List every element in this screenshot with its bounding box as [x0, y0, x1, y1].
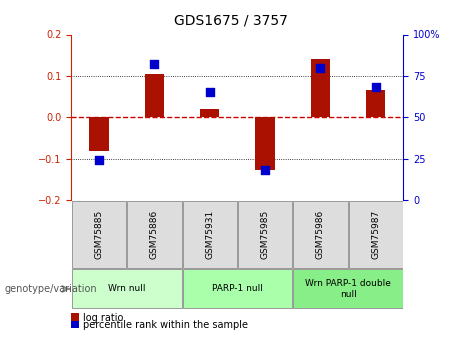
Text: Wrn null: Wrn null — [108, 284, 146, 294]
FancyBboxPatch shape — [349, 201, 403, 268]
FancyBboxPatch shape — [183, 201, 237, 268]
Text: GSM75885: GSM75885 — [95, 210, 104, 259]
FancyBboxPatch shape — [183, 269, 292, 308]
FancyBboxPatch shape — [293, 201, 348, 268]
Text: GSM75886: GSM75886 — [150, 210, 159, 259]
Point — [372, 85, 379, 90]
FancyBboxPatch shape — [72, 269, 182, 308]
Bar — [200, 109, 219, 117]
Point — [206, 90, 213, 95]
Text: Wrn PARP-1 double
null: Wrn PARP-1 double null — [305, 279, 391, 299]
Text: genotype/variation: genotype/variation — [5, 284, 97, 294]
Bar — [255, 117, 275, 170]
FancyBboxPatch shape — [127, 201, 182, 268]
FancyBboxPatch shape — [238, 201, 292, 268]
Text: GSM75931: GSM75931 — [205, 210, 214, 259]
Point — [151, 61, 158, 67]
Bar — [311, 59, 330, 117]
Bar — [366, 90, 385, 117]
Text: PARP-1 null: PARP-1 null — [212, 284, 263, 294]
Text: percentile rank within the sample: percentile rank within the sample — [83, 321, 248, 330]
Text: GSM75985: GSM75985 — [260, 210, 270, 259]
Point — [317, 65, 324, 70]
Point — [261, 168, 269, 173]
Text: GSM75986: GSM75986 — [316, 210, 325, 259]
Bar — [89, 117, 109, 151]
Bar — [145, 74, 164, 117]
Text: GDS1675 / 3757: GDS1675 / 3757 — [173, 14, 288, 28]
Point — [95, 158, 103, 163]
Text: log ratio: log ratio — [83, 313, 124, 323]
Text: GSM75987: GSM75987 — [371, 210, 380, 259]
FancyBboxPatch shape — [72, 201, 126, 268]
FancyBboxPatch shape — [293, 269, 403, 308]
